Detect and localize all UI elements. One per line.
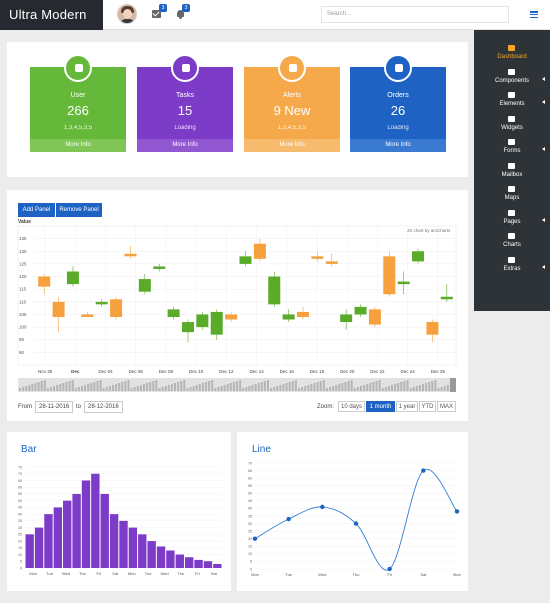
stat-value: 9 New xyxy=(273,103,311,118)
sidebar-item-extras[interactable]: Extras xyxy=(474,254,550,278)
line-chart-panel xyxy=(237,432,468,591)
sidebar-item-label: Elements xyxy=(499,101,525,107)
pencil-icon xyxy=(508,139,515,145)
stat-card-user: User 266 1,3,4,5,3,5 More Info xyxy=(30,54,126,152)
line-chart-title: Line xyxy=(252,444,271,455)
brand-logo[interactable]: Ultra Modern xyxy=(0,0,103,30)
to-date-input[interactable]: 28-12-2016 xyxy=(84,401,123,413)
sidebar-item-widgets[interactable]: Widgets xyxy=(474,113,550,137)
file-icon xyxy=(508,209,515,216)
grid-icon xyxy=(508,115,515,122)
sidebar-item-forms[interactable]: Forms xyxy=(474,136,550,160)
bell-icon xyxy=(278,54,306,82)
menu-icon[interactable] xyxy=(530,11,538,19)
avatar[interactable] xyxy=(117,4,137,24)
user-icon xyxy=(64,54,92,82)
stat-sub: Loading xyxy=(387,125,409,131)
bell-badge: 3 xyxy=(182,4,190,12)
stat-card-tasks: Tasks 15 Loading More Info xyxy=(137,54,233,152)
stat-sub: Loading xyxy=(174,125,196,131)
chart-credit: JS chart by amCharts xyxy=(407,228,451,233)
zoom-max-button[interactable]: MAX xyxy=(437,401,456,412)
bar-chart-panel xyxy=(7,432,231,591)
stat-value: 26 xyxy=(390,103,406,118)
location-arrow-icon xyxy=(508,186,515,192)
stat-label: User xyxy=(70,92,86,99)
image-icon xyxy=(508,233,515,239)
sidebar-item-label: Charts xyxy=(503,242,521,248)
zoom-10-days-button[interactable]: 10 days xyxy=(338,401,365,412)
search-input[interactable]: Search... xyxy=(321,6,509,23)
more-info-link[interactable]: More Info xyxy=(137,139,233,152)
chevron-left-icon xyxy=(542,147,545,151)
bell-icon[interactable] xyxy=(176,10,185,19)
sidebar-item-label: Dashboard xyxy=(497,54,527,60)
stat-label: Tasks xyxy=(176,92,194,99)
cube-icon xyxy=(508,92,515,98)
stat-value: 266 xyxy=(67,103,89,118)
sidebar-item-dashboard[interactable]: Dashboard xyxy=(474,42,550,66)
sidebar-item-pages[interactable]: Pages xyxy=(474,207,550,231)
cart-icon xyxy=(384,54,412,82)
sidebar-item-maps[interactable]: Maps xyxy=(474,183,550,207)
bar-chart-title: Bar xyxy=(21,444,37,455)
more-info-link[interactable]: More Info xyxy=(350,139,446,152)
cogs-icon xyxy=(508,68,515,75)
zoom-label: Zoom: xyxy=(317,404,335,410)
stat-label: Alerts xyxy=(283,92,301,99)
more-info-link[interactable]: More Info xyxy=(244,139,340,152)
sidebar-item-mailbox[interactable]: Mailbox xyxy=(474,160,550,184)
value-axis-label: Value xyxy=(18,219,32,225)
chevron-left-icon xyxy=(542,76,545,81)
from-date-input[interactable]: 28-11-2016 xyxy=(35,401,74,413)
add-panel-button[interactable]: Add Panel xyxy=(18,203,55,217)
more-info-link[interactable]: More Info xyxy=(30,139,126,152)
from-label: From xyxy=(18,404,32,410)
zoom-1-year-button[interactable]: 1 year xyxy=(396,401,418,412)
sidebar: Dashboard Components Elements Widgets Forms M… xyxy=(474,30,550,311)
sidebar-item-charts[interactable]: Charts xyxy=(474,230,550,254)
sidebar-item-label: Extras xyxy=(503,265,521,272)
home-icon xyxy=(508,45,515,51)
stat-card-alerts: Alerts 9 New 1,3,4,5,3,5 More Info xyxy=(244,54,340,152)
chevron-left-icon xyxy=(542,217,545,222)
to-label: to xyxy=(76,404,82,410)
chevron-left-icon xyxy=(542,264,545,269)
zoom-1-month-button[interactable]: 1 month xyxy=(366,401,395,412)
sidebar-item-label: Mailbox xyxy=(501,171,523,178)
remove-panel-button[interactable]: Remove Panel xyxy=(56,203,102,217)
mail-badge: 3 xyxy=(159,4,167,12)
sidebar-item-elements[interactable]: Elements xyxy=(474,89,550,113)
zoom-ytd-button[interactable]: YTD xyxy=(419,401,436,412)
mail-icon[interactable] xyxy=(152,10,161,18)
sidebar-item-label: Maps xyxy=(504,195,520,201)
top-bar: Ultra Modern 3 3 Search... xyxy=(0,0,550,30)
list-icon xyxy=(508,256,515,263)
stock-chart-panel xyxy=(7,190,468,421)
stat-sub: 1,3,4,5,3,5 xyxy=(63,125,93,131)
stat-sub: 1,3,4,5,3,5 xyxy=(277,125,307,131)
stat-label: Orders xyxy=(387,92,409,99)
sidebar-item-label: Pages xyxy=(503,218,521,225)
sidebar-item-label: Widgets xyxy=(501,124,523,131)
envelope-icon xyxy=(508,162,515,169)
stat-card-orders: Orders 26 Loading More Info xyxy=(350,54,446,152)
sidebar-item-label: Forms xyxy=(503,148,521,154)
chevron-left-icon xyxy=(542,100,545,104)
stat-value: 15 xyxy=(177,103,193,118)
sidebar-item-label: Components xyxy=(494,77,530,84)
sidebar-item-components[interactable]: Components xyxy=(474,66,550,90)
list-icon xyxy=(171,54,199,82)
